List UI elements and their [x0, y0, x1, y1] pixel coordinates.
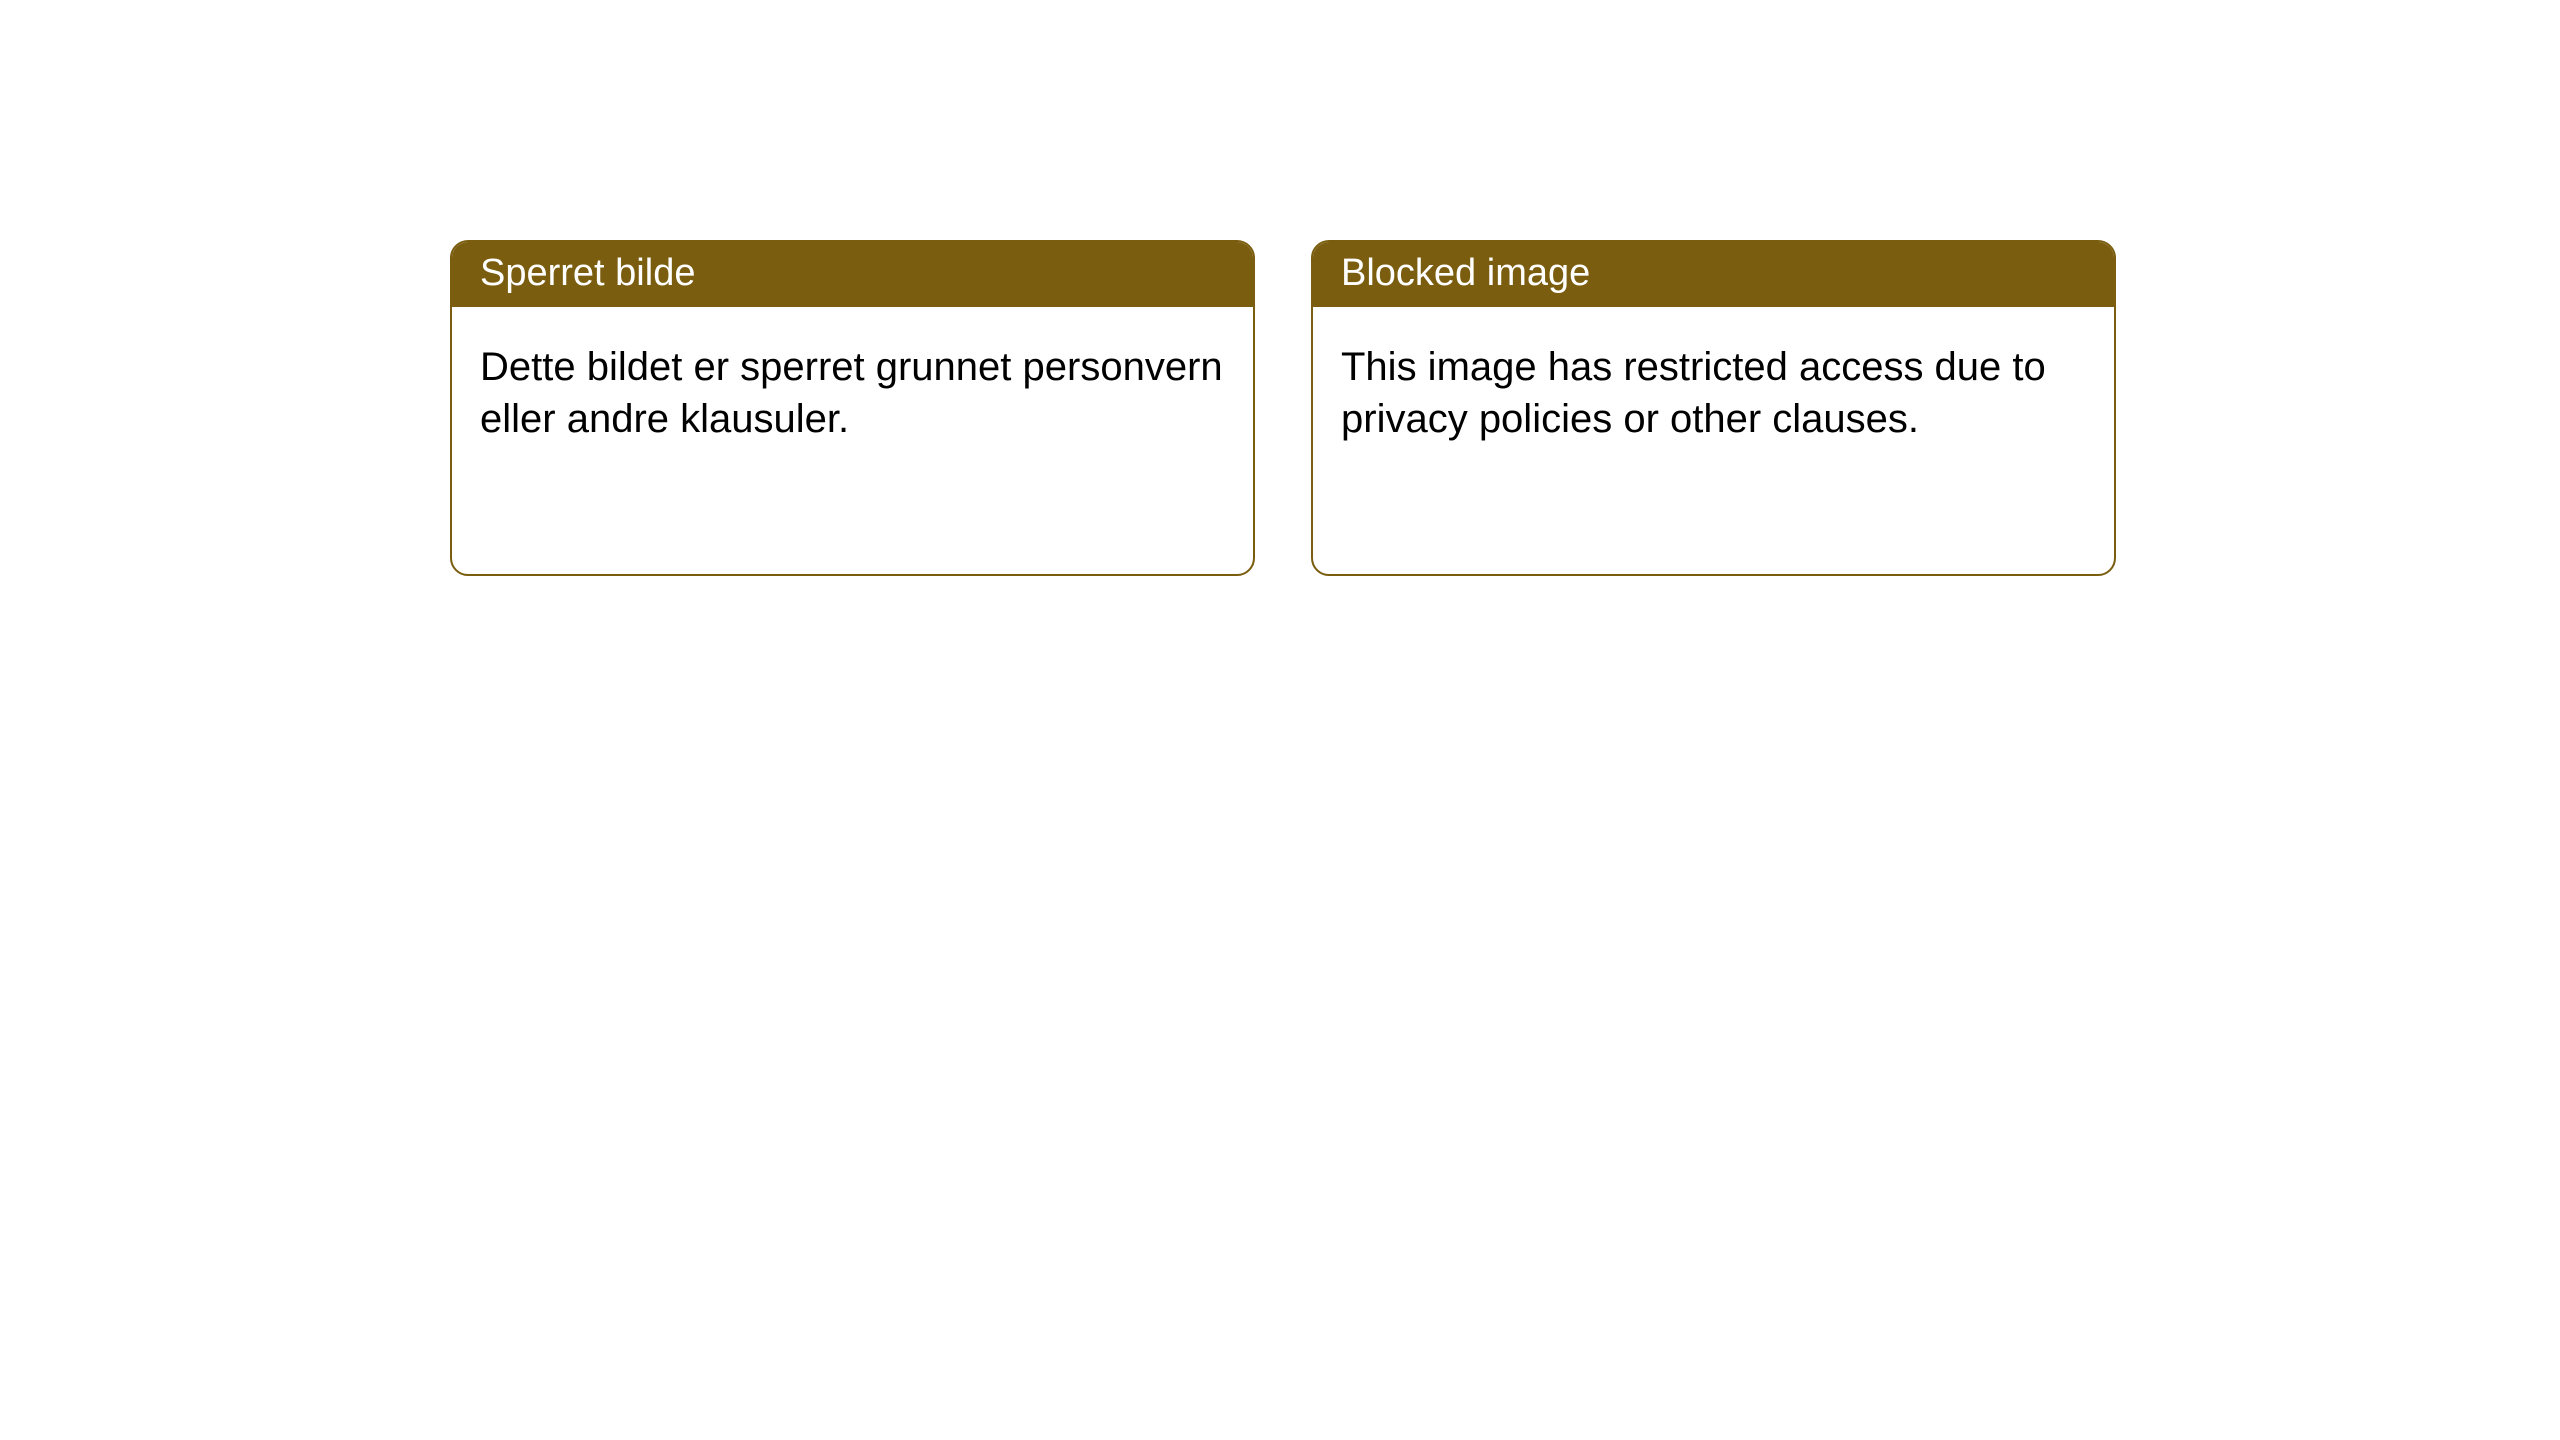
notice-title-norwegian: Sperret bilde	[452, 242, 1253, 307]
notice-body-norwegian: Dette bildet er sperret grunnet personve…	[452, 307, 1253, 479]
notice-card-english: Blocked image This image has restricted …	[1311, 240, 2116, 576]
notice-container: Sperret bilde Dette bildet er sperret gr…	[0, 0, 2560, 576]
notice-title-english: Blocked image	[1313, 242, 2114, 307]
notice-body-english: This image has restricted access due to …	[1313, 307, 2114, 479]
notice-card-norwegian: Sperret bilde Dette bildet er sperret gr…	[450, 240, 1255, 576]
